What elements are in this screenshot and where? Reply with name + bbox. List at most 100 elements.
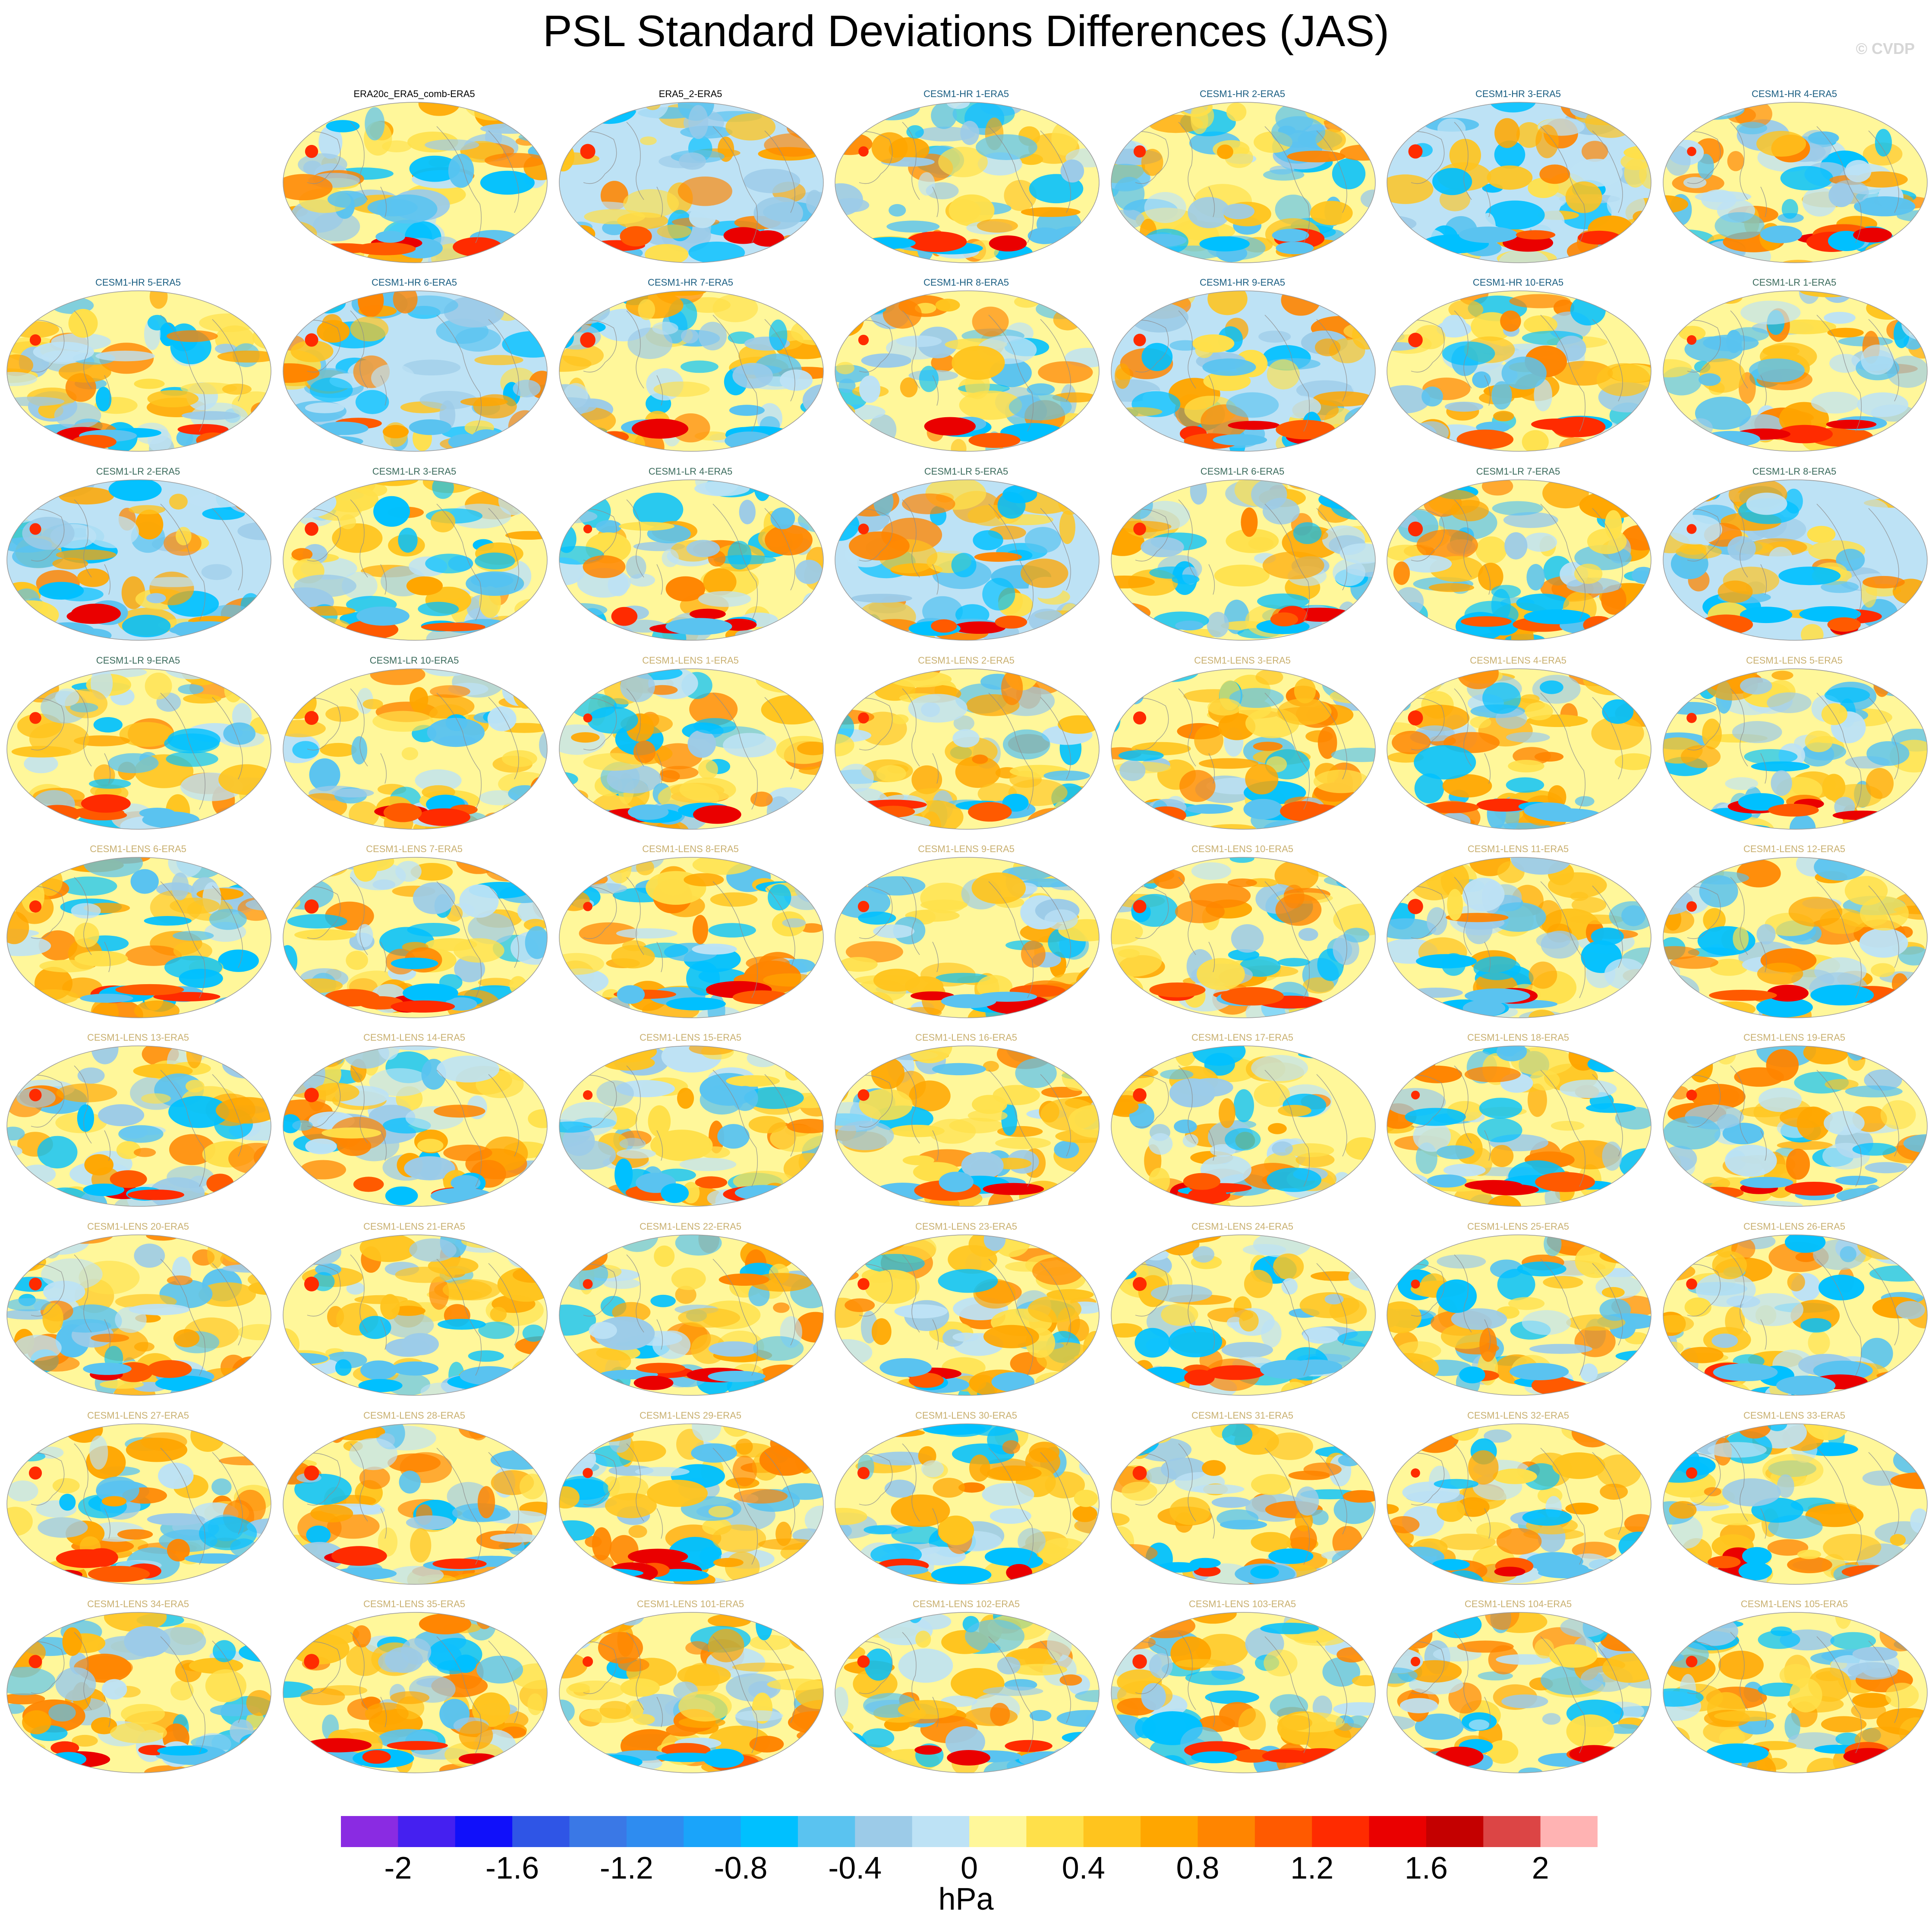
panel-title: CESM1-LR 7-ERA5 [1476,466,1560,477]
globe-map [1111,102,1376,263]
panel-title: CESM1-LR 10-ERA5 [369,655,459,666]
map-panel: CESM1-LENS 101-ERA5 [552,1599,829,1780]
globe-map [835,1234,1100,1396]
map-panel: CESM1-LENS 105-ERA5 [1656,1599,1932,1780]
panel-title: CESM1-LENS 2-ERA5 [918,655,1015,666]
colorbar-units-label: hPa [938,1882,994,1917]
globe-map [559,1234,824,1396]
globe-map [1387,290,1651,452]
globe-map [835,668,1100,830]
panel-title: CESM1-LR 8-ERA5 [1752,466,1837,477]
map-panel: CESM1-HR 9-ERA5 [1104,277,1380,458]
panel-title: CESM1-LENS 9-ERA5 [918,844,1015,854]
globe-map [283,102,548,263]
panel-title: CESM1-LENS 27-ERA5 [87,1410,189,1421]
panel-title: CESM1-LENS 8-ERA5 [642,844,739,854]
panel-title: CESM1-LENS 1-ERA5 [642,655,739,666]
globe-map [835,479,1100,641]
map-panel: CESM1-LENS 19-ERA5 [1656,1032,1932,1213]
globe-map [559,668,824,830]
globe-map [283,857,548,1018]
panel-title: CESM1-LENS 6-ERA5 [90,844,186,854]
cvdp-credit: © CVDP [1856,40,1915,57]
panel-title: CESM1-LENS 19-ERA5 [1743,1032,1845,1043]
map-panel: CESM1-LR 8-ERA5 [1656,466,1932,647]
colorbar-swatch [912,1816,970,1847]
map-panel: CESM1-HR 10-ERA5 [1380,277,1656,458]
colorbar-swatch [797,1816,855,1847]
colorbar-swatch [684,1816,741,1847]
globe-map [559,857,824,1018]
panel-title: CESM1-HR 7-ERA5 [647,277,734,288]
map-panel: CESM1-HR 3-ERA5 [1380,88,1656,270]
globe-map [6,1423,271,1585]
colorbar-tick-label: -1.6 [485,1851,539,1885]
globe-map [835,1423,1100,1585]
colorbar-tick-label: 2 [1532,1851,1549,1885]
map-panel: CESM1-HR 6-ERA5 [276,277,552,458]
globe-map [1111,1045,1376,1207]
globe-map [835,102,1100,263]
globe-map [835,1045,1100,1207]
globe-map [1387,1423,1651,1585]
globe-map [6,290,271,452]
globe-map [835,290,1100,452]
panel-title: CESM1-LENS 17-ERA5 [1191,1032,1293,1043]
map-panel: CESM1-LENS 24-ERA5 [1104,1221,1380,1402]
figure-title: PSL Standard Deviations Differences (JAS… [542,6,1390,56]
globe-map [1111,1423,1376,1585]
panel-title: CESM1-LENS 22-ERA5 [640,1221,741,1232]
map-panel: CESM1-LR 6-ERA5 [1104,466,1380,647]
panel-title: CESM1-LENS 21-ERA5 [363,1221,465,1232]
map-panel: CESM1-LENS 27-ERA5 [0,1410,276,1591]
colorbar-swatch [969,1816,1027,1847]
map-panel: CESM1-LR 1-ERA5 [1656,277,1932,458]
colorbar-swatch [1254,1816,1312,1847]
panel-title: CESM1-HR 8-ERA5 [923,277,1009,288]
colorbar-tick-label: 1.6 [1404,1851,1448,1885]
map-panel: CESM1-HR 5-ERA5 [0,277,276,458]
map-panel: CESM1-LENS 104-ERA5 [1380,1599,1656,1780]
globe-map [1111,290,1376,452]
globe-map [1387,1612,1651,1773]
map-panel: CESM1-LENS 29-ERA5 [552,1410,829,1591]
panel-title: CESM1-LR 5-ERA5 [924,466,1009,477]
panel-title: CESM1-LENS 12-ERA5 [1743,844,1845,854]
colorbar-swatch [1540,1816,1598,1847]
panel-title: CESM1-HR 9-ERA5 [1199,277,1286,288]
panel-title: CESM1-LENS 18-ERA5 [1467,1032,1569,1043]
map-panel: CESM1-LENS 10-ERA5 [1104,844,1380,1025]
panel-title: CESM1-LENS 103-ERA5 [1188,1599,1296,1609]
globe-map [1663,1612,1928,1773]
colorbar-tick-labels: -2 -1.6 -1.2 -0.8 -0.4 0 0.4 0.8 1.2 1.6 2 [0,1851,1932,1885]
panel-title: CESM1-LR 1-ERA5 [1752,277,1837,288]
map-panel: CESM1-LENS 14-ERA5 [276,1032,552,1213]
colorbar-swatch [1026,1816,1084,1847]
map-panel: CESM1-HR 7-ERA5 [552,277,829,458]
globe-map [559,479,824,641]
colorbar-tick-label: -2 [384,1851,412,1885]
map-panel: CESM1-LENS 34-ERA5 [0,1599,276,1780]
colorbar-tick-label: 1.2 [1290,1851,1334,1885]
panel-title: CESM1-LENS 10-ERA5 [1191,844,1293,854]
map-panel: CESM1-LENS 25-ERA5 [1380,1221,1656,1402]
map-panel: CESM1-LENS 33-ERA5 [1656,1410,1932,1591]
panel-title: CESM1-LENS 11-ERA5 [1467,844,1569,854]
panel-title: CESM1-LENS 105-ERA5 [1740,1599,1848,1609]
map-panel: CESM1-LR 3-ERA5 [276,466,552,647]
map-panel: CESM1-LENS 15-ERA5 [552,1032,829,1213]
panel-title: CESM1-LENS 24-ERA5 [1191,1221,1293,1232]
panel-title: CESM1-LENS 25-ERA5 [1467,1221,1569,1232]
globe-map [283,1234,548,1396]
panel-title: CESM1-LENS 31-ERA5 [1191,1410,1293,1421]
map-panel: ERA5_2-ERA5 [552,88,829,270]
panel-title: CESM1-LENS 7-ERA5 [366,844,463,854]
globe-map [1663,668,1928,830]
colorbar-swatch [1369,1816,1427,1847]
map-panel: CESM1-LR 4-ERA5 [552,466,829,647]
globe-map [283,668,548,830]
map-panel: CESM1-HR 1-ERA5 [828,88,1104,270]
globe-map [6,1045,271,1207]
colorbar-swatch [455,1816,513,1847]
map-panel: CESM1-LENS 35-ERA5 [276,1599,552,1780]
